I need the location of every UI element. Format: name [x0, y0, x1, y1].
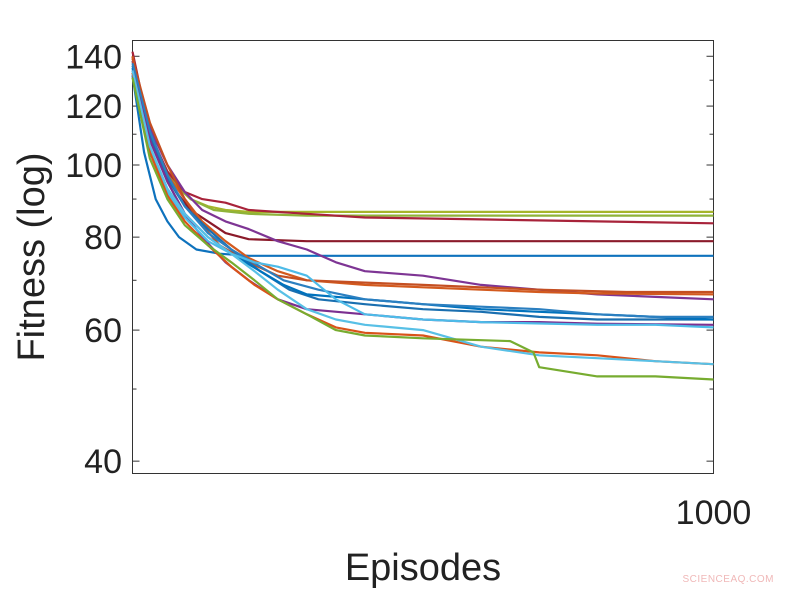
- series-line-6: [131, 60, 714, 301]
- y-axis-title: Fitness (log): [11, 152, 53, 361]
- series-line-11: [131, 63, 714, 318]
- tick-labels: 40 60 80 100 120 140 1000: [65, 38, 751, 532]
- y-tick-label: 120: [65, 88, 122, 126]
- watermark-text: SCIENCEAQ.COM: [682, 574, 774, 585]
- series-line-3: [131, 51, 714, 225]
- series-line-2: [131, 60, 714, 217]
- series-line-10: [131, 67, 714, 321]
- series-line-5: [131, 75, 714, 257]
- x-tick-label: 1000: [676, 494, 752, 532]
- series-lines: [131, 51, 714, 381]
- y-tick-label: 140: [65, 38, 122, 76]
- y-tick-label: 100: [65, 147, 122, 185]
- series-line-7: [131, 56, 714, 296]
- series-line-4: [131, 56, 714, 243]
- y-tick-label: 40: [84, 443, 122, 481]
- axis-ticks: [132, 55, 714, 462]
- plot-frame: [132, 40, 714, 474]
- x-axis-title: Episodes: [345, 547, 501, 589]
- series-line-13: [131, 72, 714, 329]
- y-tick-label: 60: [84, 312, 122, 350]
- y-tick-label: 80: [84, 219, 122, 257]
- series-line-9: [131, 65, 714, 321]
- series-line-16: [131, 77, 714, 381]
- series-line-15: [131, 70, 714, 366]
- series-line-1: [131, 56, 714, 213]
